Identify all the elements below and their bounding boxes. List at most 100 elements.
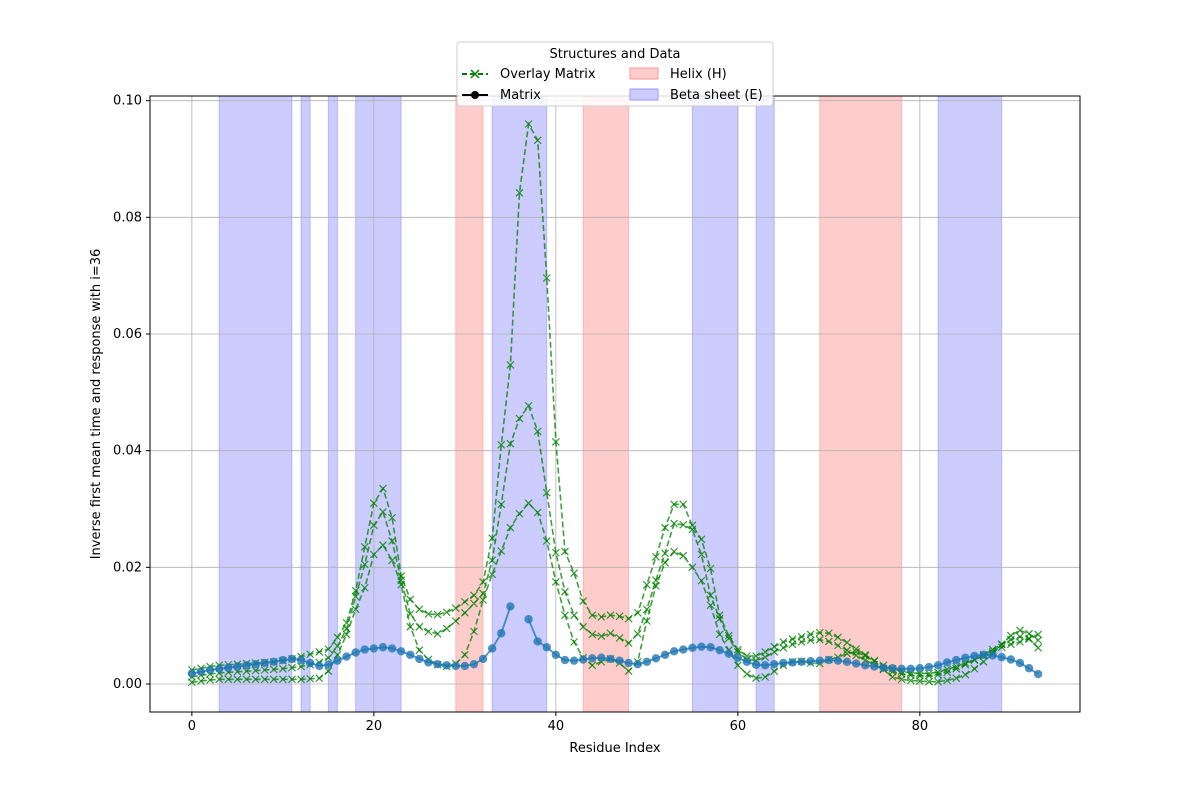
overlay-point (642, 580, 651, 589)
overlay-point (424, 627, 433, 636)
matrix-point (788, 658, 797, 667)
overlay-point (679, 500, 688, 509)
overlay-point (815, 635, 824, 644)
overlay-point (242, 675, 251, 684)
matrix-point (478, 654, 488, 664)
overlay-point (888, 673, 897, 681)
overlay-point (624, 667, 633, 676)
overlay-point (442, 608, 451, 617)
matrix-point (606, 654, 615, 664)
overlay-point (852, 645, 861, 653)
overlay-point (633, 608, 642, 617)
overlay-point (324, 645, 333, 653)
matrix-point (970, 651, 979, 661)
overlay-point (251, 675, 260, 684)
matrix-point (324, 660, 333, 669)
matrix-point (751, 660, 761, 669)
matrix-point (924, 662, 934, 672)
x-tick-label: 60 (730, 719, 747, 734)
overlay-point (761, 673, 770, 681)
overlay-point (588, 661, 597, 670)
overlay-point (642, 617, 651, 625)
matrix-point (952, 655, 961, 665)
matrix-point (706, 643, 715, 652)
overlay-point (251, 666, 260, 675)
overlay-point (943, 668, 952, 677)
matrix-point (578, 655, 588, 664)
matrix-point (588, 654, 597, 663)
matrix-point (624, 658, 633, 668)
overlay-point (915, 677, 924, 686)
matrix-point (988, 651, 997, 660)
axis-ticks: 0 20 40 60 80 0.00 0.02 0.04 0.06 0.08 0.10 (113, 94, 928, 734)
matrix-point (360, 645, 369, 654)
overlay-point (388, 556, 396, 565)
matrix-point (415, 654, 424, 664)
grid (150, 96, 1080, 712)
overlay-point (997, 643, 1006, 652)
overlay-point (588, 630, 597, 639)
overlay-point (661, 523, 669, 532)
matrix-point (278, 655, 288, 665)
overlay-point (315, 647, 324, 656)
overlay-point (561, 547, 569, 556)
overlay-point (724, 631, 733, 640)
overlay-point (1016, 626, 1024, 635)
overlay-point (606, 611, 615, 620)
overlay-point (733, 661, 742, 670)
legend-entry-matrix: Matrix (462, 88, 541, 103)
overlay-point (333, 633, 342, 642)
matrix-point (542, 643, 551, 652)
overlay-point (570, 611, 578, 620)
overlay-point (360, 560, 369, 569)
overlay-point (752, 674, 760, 683)
matrix-point (287, 654, 297, 664)
y-tick-label: 0.02 (113, 560, 142, 575)
matrix-point (1015, 658, 1025, 668)
overlay-point (297, 662, 305, 671)
overlay-point (570, 569, 578, 578)
matrix-point (506, 602, 515, 611)
overlay-point (679, 520, 688, 529)
overlay-point (834, 633, 842, 642)
overlay-point (952, 674, 961, 683)
matrix-point (205, 665, 215, 675)
overlay-point (470, 591, 478, 600)
matrix-point (351, 648, 360, 657)
matrix-point (442, 661, 451, 670)
overlay-point (306, 674, 315, 683)
matrix-point (378, 643, 388, 652)
overlay-point (934, 677, 942, 686)
overlay-point (670, 519, 679, 528)
overlay-point (524, 401, 533, 410)
overlay-point (561, 587, 569, 596)
matrix-point (387, 644, 397, 653)
overlay-point (824, 629, 833, 638)
helix-region-4 (455, 95, 484, 713)
overlay-point (542, 537, 551, 546)
matrix-point (879, 663, 888, 672)
matrix-point (1024, 664, 1034, 673)
overlay-point (697, 550, 706, 559)
overlay-point (606, 629, 615, 638)
overlay-point (351, 586, 360, 595)
matrix-point (315, 661, 324, 671)
overlay-point (697, 535, 706, 544)
overlay-point (1034, 636, 1043, 645)
overlay-point (497, 440, 506, 449)
overlay-point (824, 637, 833, 646)
overlay-point (324, 653, 333, 662)
overlay-point (761, 653, 770, 662)
overlay-point (324, 667, 333, 676)
overlay-point (342, 624, 351, 633)
overlay-line-0 (191, 121, 1039, 675)
legend: Structures and Data Overlay Matrix Matri… (456, 41, 774, 107)
beta-sheet-region-2 (327, 95, 338, 713)
legend-title: Structures and Data (549, 47, 680, 62)
overlay-point (342, 630, 351, 639)
overlay-point (415, 646, 424, 655)
overlay-point (260, 666, 269, 674)
overlay-point (397, 580, 406, 589)
overlay-point (1034, 630, 1043, 639)
